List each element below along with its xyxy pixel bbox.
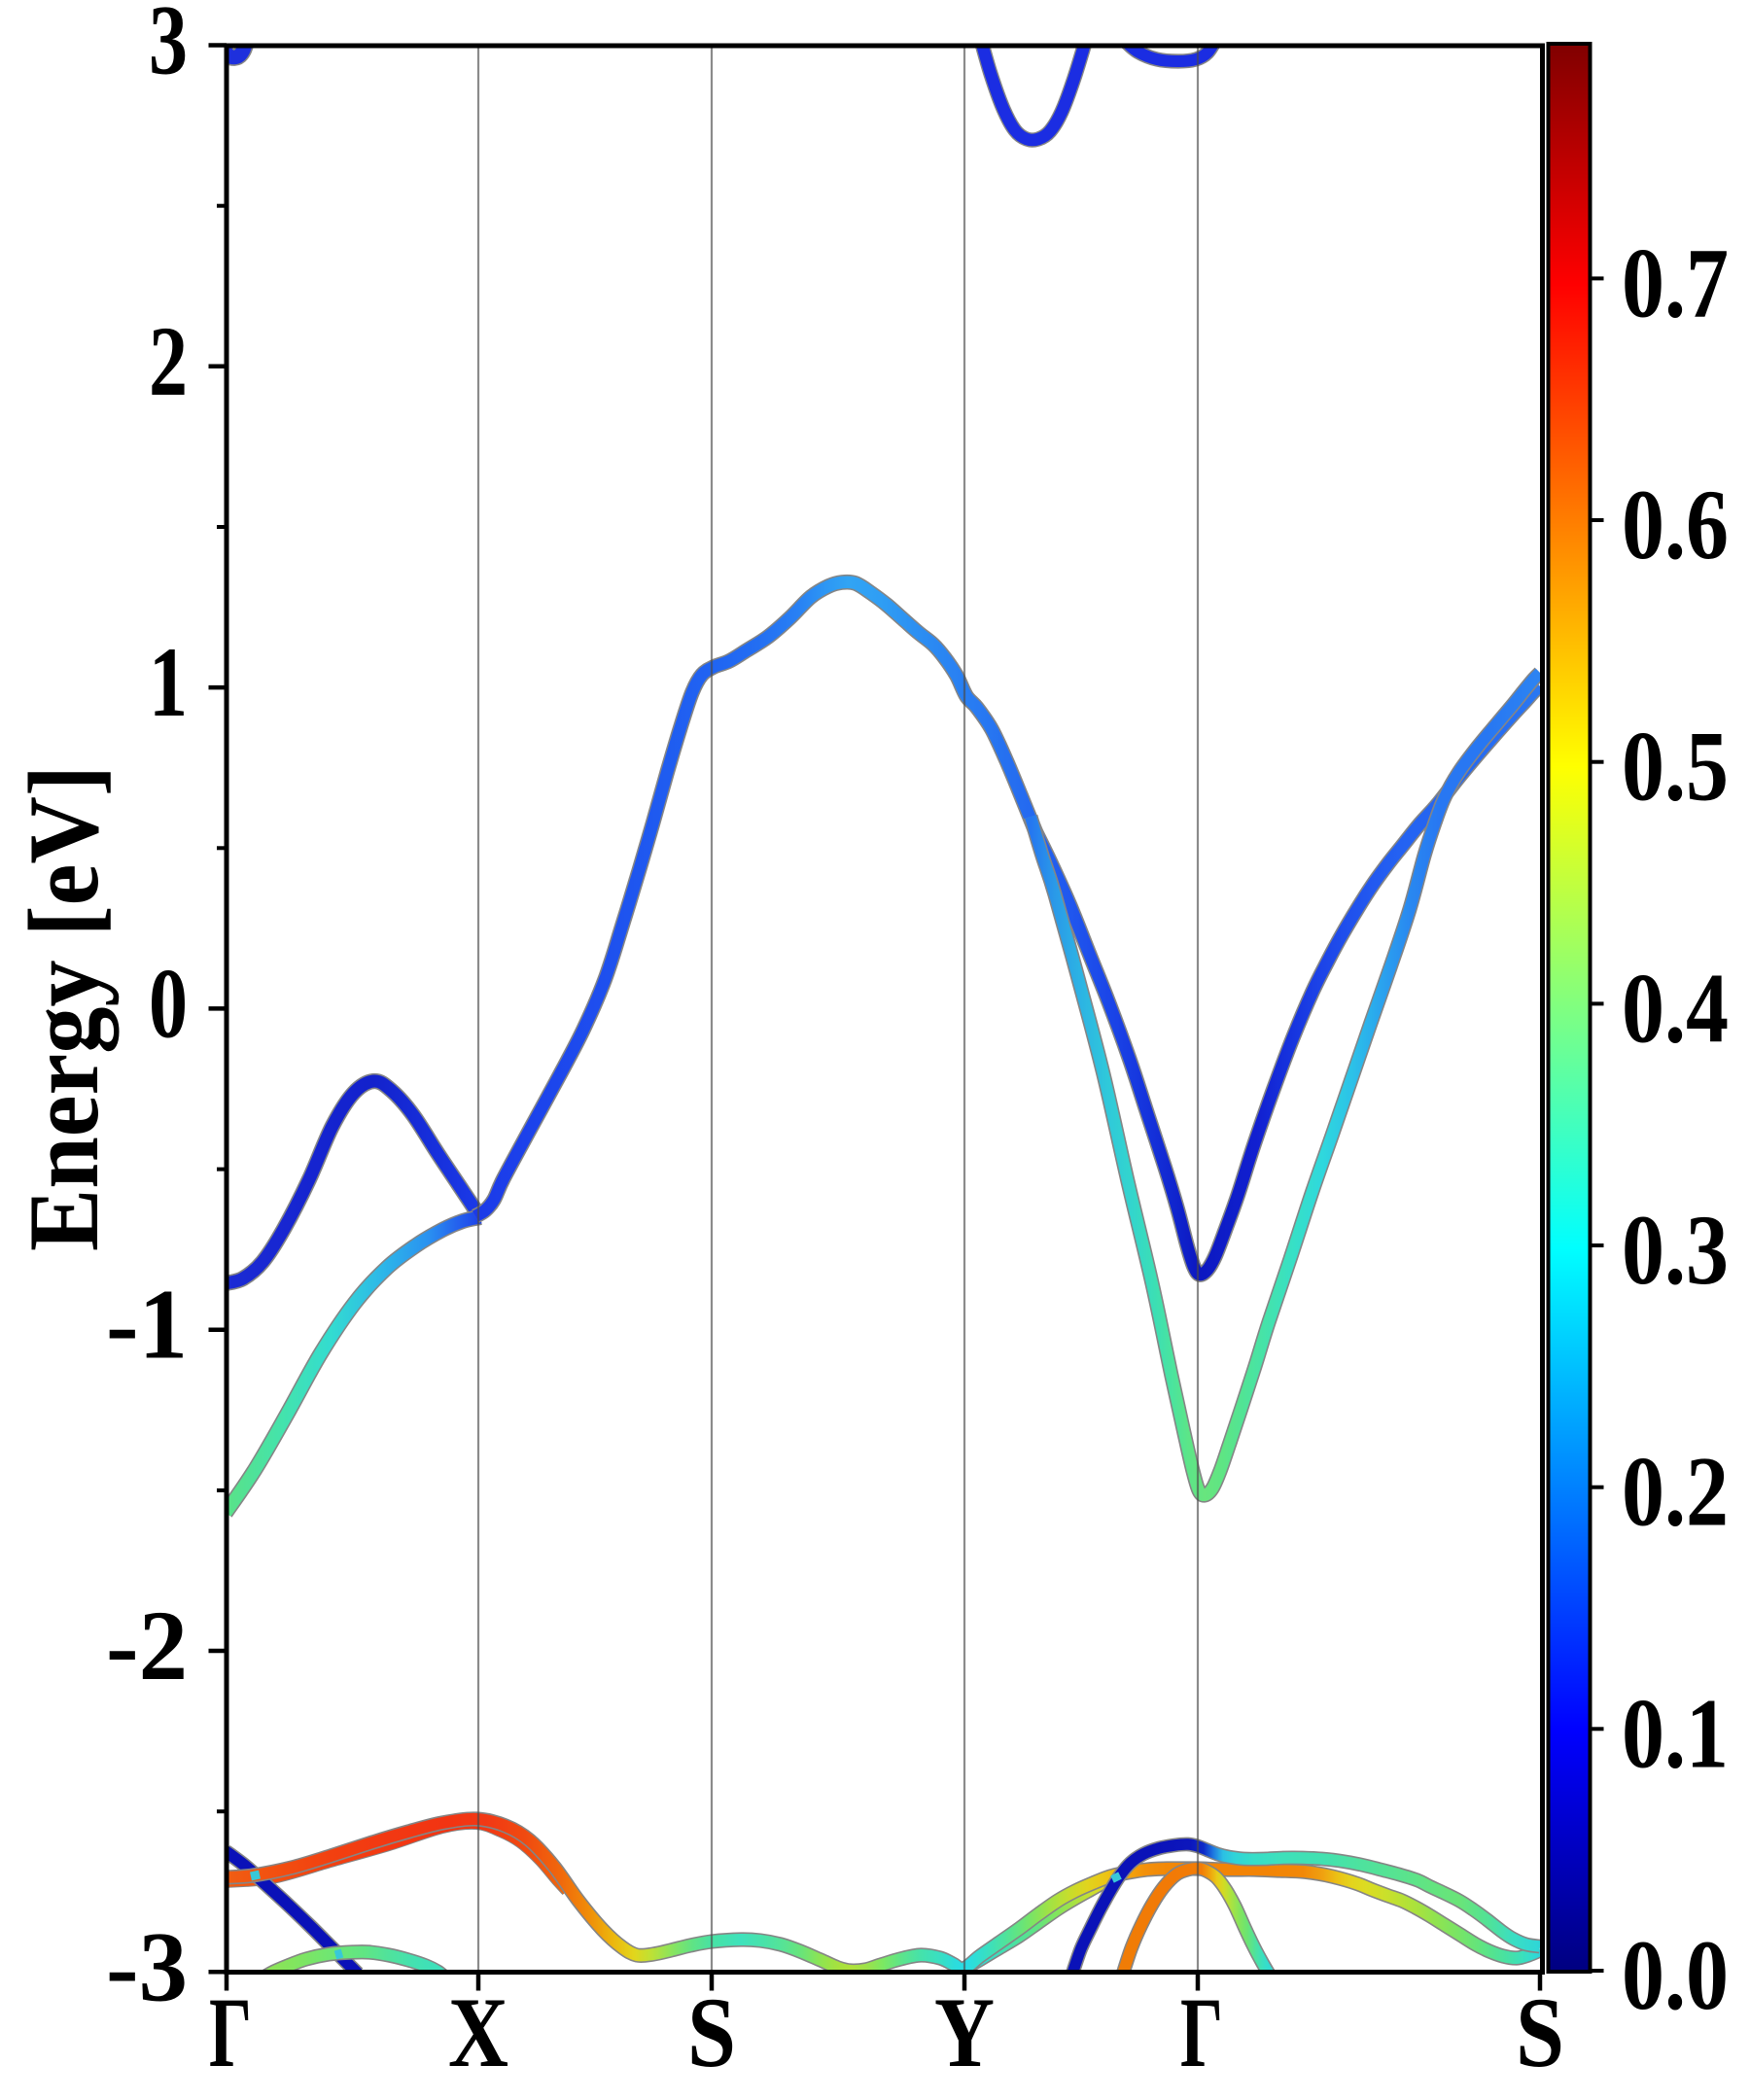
- svg-text:0.1: 0.1: [1622, 1678, 1729, 1789]
- svg-text:S: S: [1516, 1978, 1564, 2088]
- svg-text:0.2: 0.2: [1622, 1437, 1729, 1548]
- svg-text:0.4: 0.4: [1622, 953, 1729, 1064]
- svg-text:-2: -2: [106, 1591, 188, 1701]
- svg-text:0: 0: [149, 948, 188, 1059]
- svg-text:Γ: Γ: [209, 1978, 252, 2088]
- svg-text:Energy [eV]: Energy [eV]: [9, 765, 120, 1251]
- svg-text:0.6: 0.6: [1622, 470, 1729, 580]
- svg-text:0.5: 0.5: [1622, 712, 1729, 822]
- svg-text:1: 1: [149, 627, 188, 738]
- svg-text:Γ: Γ: [1180, 1978, 1223, 2088]
- svg-text:2: 2: [149, 306, 188, 417]
- svg-text:0.7: 0.7: [1622, 228, 1729, 338]
- svg-text:0.3: 0.3: [1622, 1195, 1729, 1306]
- svg-text:S: S: [687, 1978, 736, 2088]
- svg-text:0.0: 0.0: [1622, 1920, 1729, 2031]
- svg-text:-3: -3: [106, 1911, 188, 2022]
- svg-text:X: X: [448, 1978, 508, 2088]
- svg-text:-1: -1: [106, 1270, 188, 1381]
- svg-text:3: 3: [149, 0, 188, 96]
- svg-text:Y: Y: [934, 1978, 995, 2088]
